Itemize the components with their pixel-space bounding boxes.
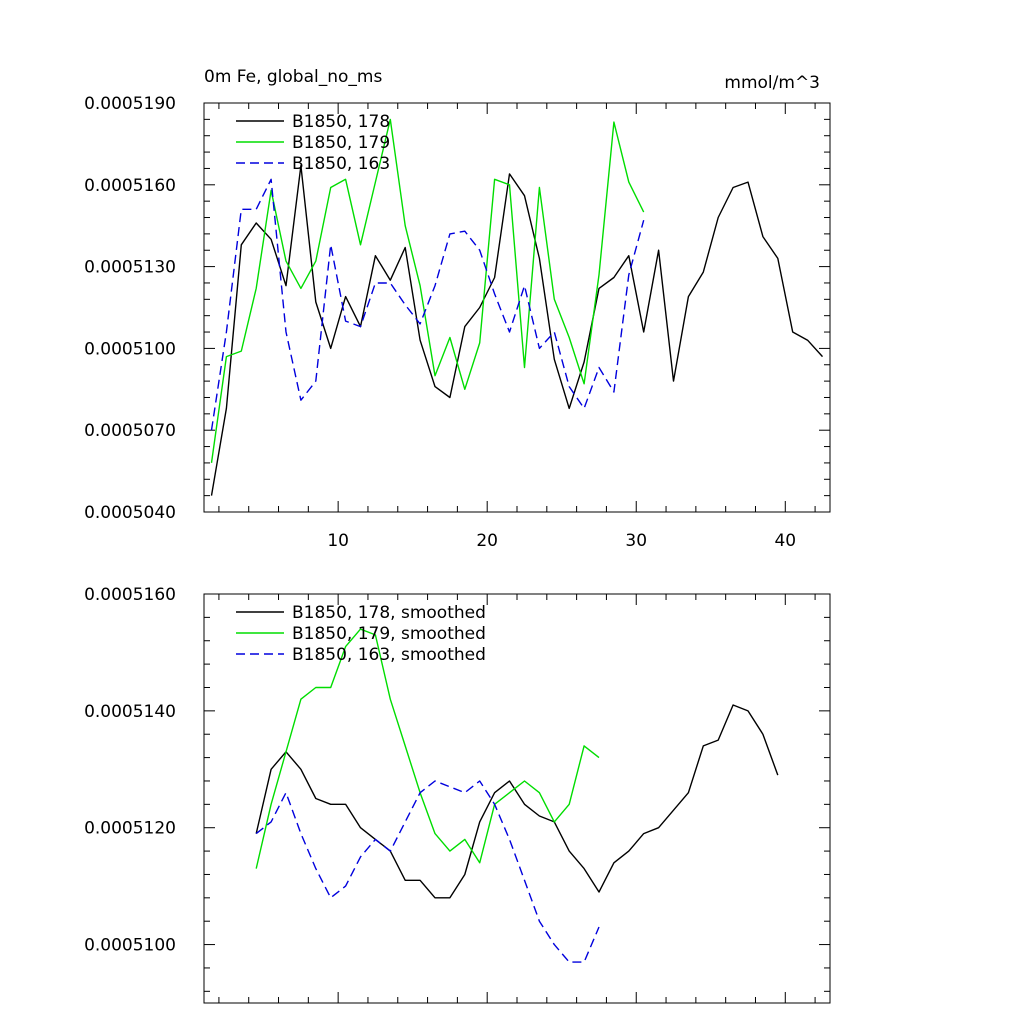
legend-label-1: B1850, 178, smoothed xyxy=(292,603,486,623)
series-line-3 xyxy=(210,178,645,431)
legend-label-3: B1850, 163, smoothed xyxy=(292,645,486,665)
series-line-1 xyxy=(210,164,824,496)
y-tick-label: 0.0005120 xyxy=(84,819,176,839)
top-chart-panel: 0m Fe, global_no_ms mmol/m^3 10 20 30 40 0.0… xyxy=(84,67,831,551)
y-tick-label: 0.0005040 xyxy=(84,503,176,523)
y-tick-label: 0.0005160 xyxy=(84,176,176,196)
top-chart-title: 0m Fe, global_no_ms xyxy=(204,67,382,87)
legend-label-2: B1850, 179, smoothed xyxy=(292,624,486,644)
legend-label-3: B1850, 163 xyxy=(292,154,390,174)
y-tick-label: 0.0005100 xyxy=(84,339,176,359)
legend-label-1: B1850, 178 xyxy=(292,112,390,132)
x-tick-label: 20 xyxy=(476,531,498,551)
top-chart-series xyxy=(210,118,824,496)
y-tick-label: 0.0005130 xyxy=(84,258,176,278)
x-tick-label: 40 xyxy=(774,531,796,551)
y-tick-label: 0.0005100 xyxy=(84,936,176,956)
y-tick-label: 0.0005070 xyxy=(84,421,176,441)
y-tick-label: 0.0005140 xyxy=(84,702,176,722)
bottom-chart-ticks: 0.0005100 0.0005120 0.0005140 0.0005160 xyxy=(84,585,830,1003)
y-tick-label: 0.0005190 xyxy=(84,94,176,114)
series-line-2 xyxy=(210,118,645,463)
x-tick-label: 10 xyxy=(327,531,349,551)
series-line-2 xyxy=(255,628,600,869)
x-tick-label: 30 xyxy=(625,531,647,551)
bottom-chart-series xyxy=(255,628,779,963)
top-chart-units: mmol/m^3 xyxy=(724,73,820,93)
series-line-1 xyxy=(255,704,779,899)
y-tick-label: 0.0005160 xyxy=(84,585,176,605)
legend-label-2: B1850, 179 xyxy=(292,133,390,153)
top-chart-ticks: 10 20 30 40 0.0005040 0.0005070 0.0005100 0.000… xyxy=(84,94,830,551)
bottom-chart-panel: 0.0005100 0.0005120 0.0005140 0.0005160 B18… xyxy=(84,585,831,1004)
series-line-3 xyxy=(255,780,600,963)
